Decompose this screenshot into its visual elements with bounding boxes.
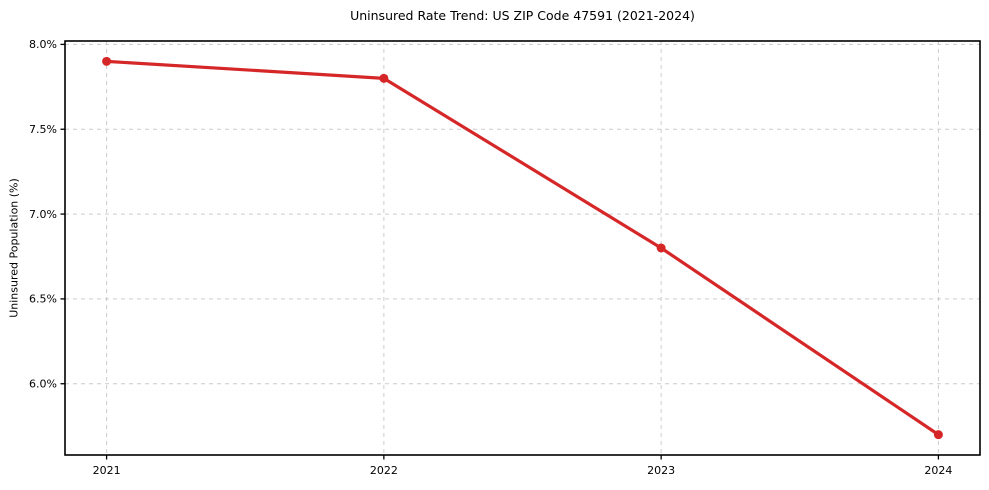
y-tick-label: 6.0% <box>29 377 57 390</box>
data-point <box>102 56 112 66</box>
data-point <box>933 430 943 440</box>
x-tick-label: 2023 <box>647 464 675 477</box>
x-tick-label: 2021 <box>93 464 121 477</box>
axes-frame <box>64 40 981 456</box>
chart-title: Uninsured Rate Trend: US ZIP Code 47591 … <box>350 8 695 23</box>
x-tick-label: 2024 <box>924 464 952 477</box>
y-tick-label: 7.0% <box>29 208 57 221</box>
y-tick-label: 8.0% <box>29 38 57 51</box>
y-tick-label: 6.5% <box>29 293 57 306</box>
x-tick-label: 2022 <box>370 464 398 477</box>
data-point <box>379 73 389 83</box>
trend-line <box>104 59 941 437</box>
y-tick-label: 7.5% <box>29 123 57 136</box>
data-point <box>656 243 666 253</box>
